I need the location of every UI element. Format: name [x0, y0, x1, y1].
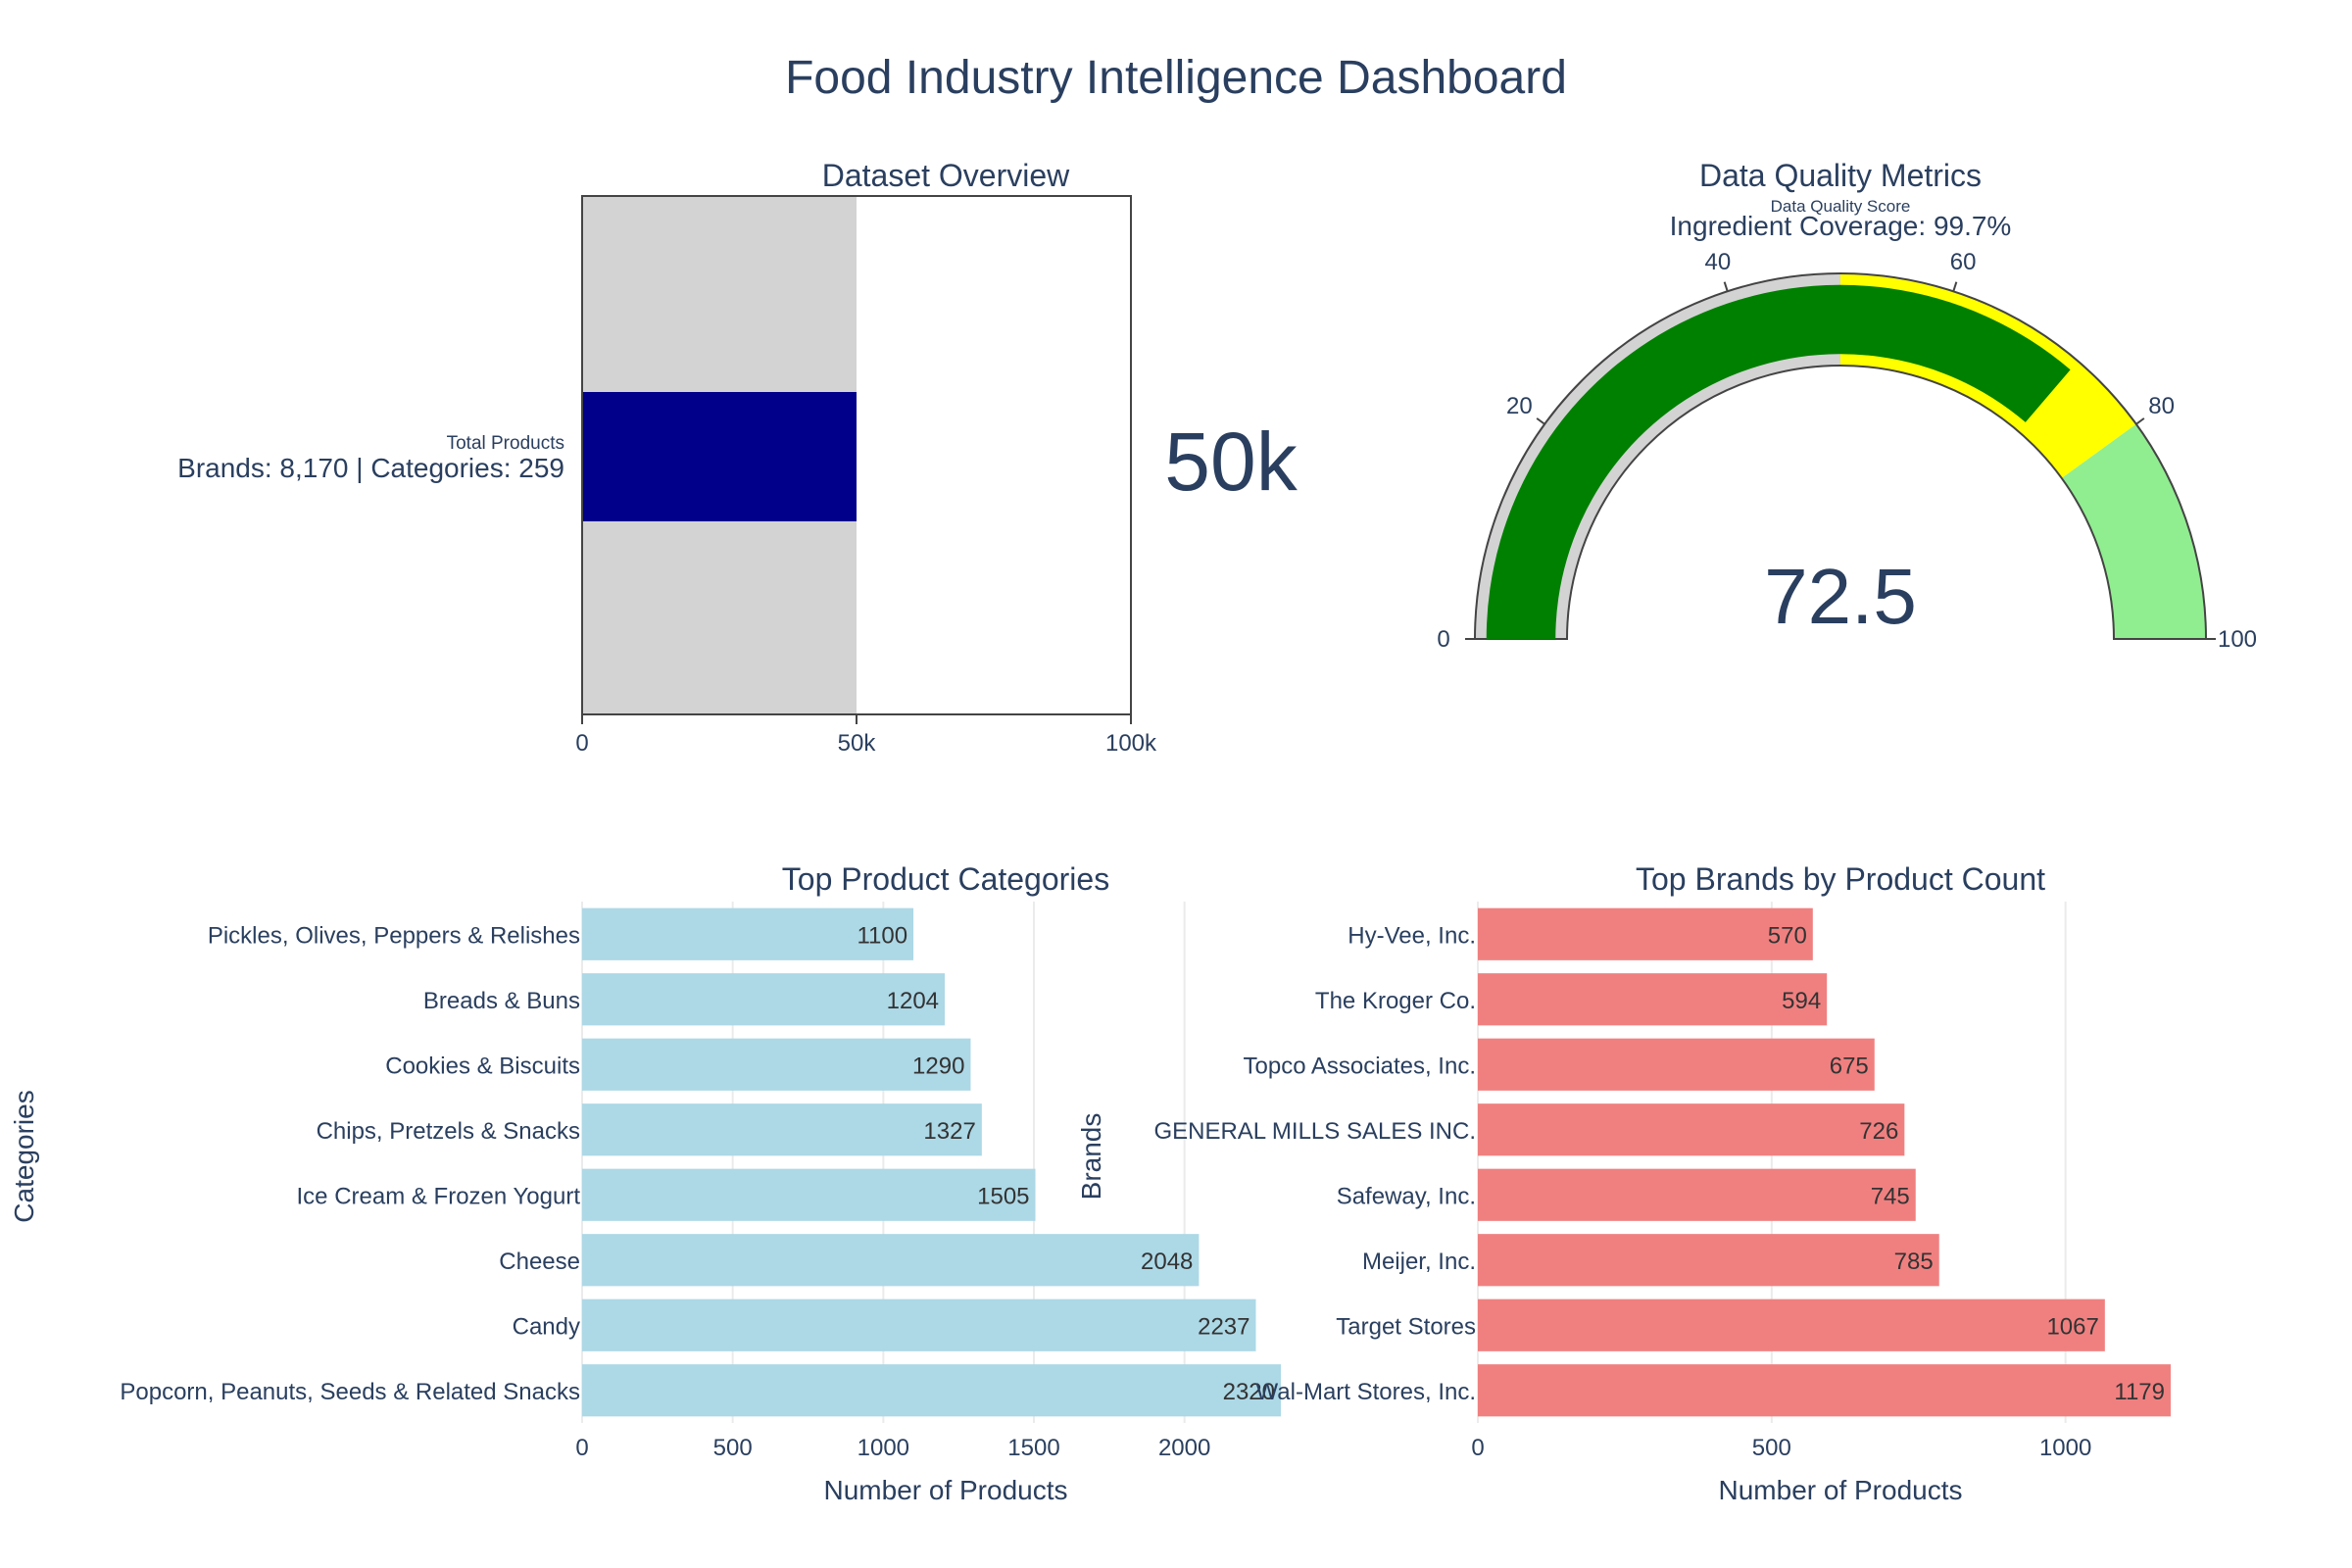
categories-y-tick-label: Popcorn, Peanuts, Seeds & Related Snacks	[120, 1379, 580, 1405]
categories-y-tick-label: Breads & Buns	[423, 988, 580, 1014]
categories-x-tick-label: 1000	[858, 1435, 909, 1461]
categories-x-tick-label: 1500	[1007, 1435, 1059, 1461]
brands-x-tick-label: 1000	[2039, 1435, 2091, 1461]
gauge-tick	[1952, 281, 1958, 292]
top-brands-chart: Top Brands by Product Count Number of Pr…	[1076, 861, 2171, 1505]
gauge-sublabel: Ingredient Coverage: 99.7%	[1670, 211, 2012, 241]
bullet-sublabel: Brands: 8,170 | Categories: 259	[177, 453, 564, 483]
categories-bar[interactable]	[582, 1298, 1256, 1351]
gauge: 0 20 40 60 80 100	[1437, 249, 2257, 653]
data-quality-title: Data Quality Metrics	[1699, 158, 1982, 193]
brands-bar[interactable]	[1478, 1168, 1916, 1221]
brands-y-tick-label: Meijer, Inc.	[1362, 1249, 1476, 1275]
gauge-tick-label: 0	[1437, 626, 1449, 653]
categories-x-tick-label: 0	[575, 1435, 588, 1461]
bullet-tick-label: 100k	[1105, 730, 1157, 757]
brands-x-tick-label: 500	[1752, 1435, 1791, 1461]
brands-value-label: 675	[1830, 1053, 1869, 1079]
gauge-tick-label: 80	[2148, 393, 2175, 419]
categories-y-tick-label: Ice Cream & Frozen Yogurt	[297, 1183, 581, 1209]
categories-bar[interactable]	[582, 1038, 971, 1091]
brands-bar[interactable]	[1478, 1103, 1905, 1156]
brands-bar[interactable]	[1478, 973, 1828, 1026]
categories-bar[interactable]	[582, 1103, 982, 1156]
gauge-tick-label: 40	[1704, 249, 1731, 275]
dataset-overview-title: Dataset Overview	[822, 158, 1070, 193]
brands-y-tick-label: Hy-Vee, Inc.	[1348, 922, 1476, 949]
brands-y-tick-label: GENERAL MILLS SALES INC.	[1153, 1118, 1476, 1145]
brands-bar[interactable]	[1478, 1234, 1939, 1287]
categories-value-label: 1100	[857, 922, 907, 949]
categories-x-tick-label: 2000	[1158, 1435, 1210, 1461]
categories-value-label: 1327	[923, 1118, 975, 1145]
gauge-number: 72.5	[1764, 553, 1917, 640]
categories-bar[interactable]	[582, 907, 914, 960]
gauge-outline	[1473, 272, 2208, 640]
categories-y-tick-label: Cheese	[499, 1249, 580, 1275]
brands-x-tick-label: 0	[1471, 1435, 1484, 1461]
categories-y-axis-title: Categories	[9, 1090, 39, 1222]
dataset-overview-panel: Dataset Overview 0 50k 100k Total Products…	[177, 158, 1298, 757]
bullet-tick-label: 0	[575, 730, 588, 757]
categories-y-tick-label: Chips, Pretzels & Snacks	[317, 1118, 580, 1145]
categories-value-label: 1204	[887, 988, 939, 1014]
brands-value-label: 570	[1768, 922, 1807, 949]
categories-y-tick-label: Candy	[513, 1313, 580, 1340]
top-categories-chart: Top Product Categories Number of Product…	[9, 861, 1281, 1505]
categories-value-label: 1505	[977, 1183, 1029, 1209]
categories-value-label: 2048	[1141, 1249, 1193, 1275]
brands-y-tick-label: Topco Associates, Inc.	[1244, 1053, 1476, 1079]
categories-chart-title: Top Product Categories	[782, 861, 1109, 897]
brands-y-tick-label: Safeway, Inc.	[1337, 1183, 1476, 1209]
gauge-value-bar[interactable]	[1486, 284, 2071, 639]
bullet-axis: 0 50k 100k	[575, 714, 1157, 757]
brands-value-label: 785	[1894, 1249, 1934, 1275]
gauge-tick	[2135, 417, 2145, 425]
bullet-number: 50k	[1164, 416, 1298, 508]
brands-bar[interactable]	[1478, 1298, 2105, 1351]
categories-bar[interactable]	[582, 1364, 1281, 1417]
categories-x-tick-label: 500	[713, 1435, 753, 1461]
categories-value-label: 2237	[1198, 1313, 1250, 1340]
brands-value-label: 1179	[2114, 1379, 2165, 1405]
bullet-label: Total Products	[447, 433, 564, 454]
brands-y-axis-title: Brands	[1076, 1113, 1106, 1200]
categories-y-tick-label: Pickles, Olives, Peppers & Relishes	[208, 922, 580, 949]
categories-x-axis-title: Number of Products	[824, 1475, 1068, 1505]
data-quality-panel: Data Quality Metrics 0 20 40 60 80 100 Data Q…	[1437, 158, 2257, 653]
categories-bar[interactable]	[582, 1168, 1036, 1221]
brands-value-label: 1067	[2046, 1313, 2098, 1340]
bullet-tick-label: 50k	[838, 730, 877, 757]
categories-value-label: 2320	[1223, 1379, 1275, 1405]
brands-bar[interactable]	[1478, 907, 1813, 960]
categories-value-label: 1290	[912, 1053, 964, 1079]
gauge-step-high	[2061, 423, 2206, 639]
gauge-label: Data Quality Score	[1771, 197, 1911, 216]
categories-bar[interactable]	[582, 1234, 1200, 1287]
brands-y-tick-label: Target Stores	[1336, 1313, 1476, 1340]
categories-bar[interactable]	[582, 973, 946, 1026]
gauge-tick-label: 60	[1950, 249, 1977, 275]
bullet-value-bar[interactable]	[582, 392, 857, 521]
dashboard-title: Food Industry Intelligence Dashboard	[785, 52, 1567, 104]
brands-value-label: 745	[1871, 1183, 1910, 1209]
brands-chart-title: Top Brands by Product Count	[1636, 861, 2045, 897]
brands-y-tick-label: The Kroger Co.	[1315, 988, 1476, 1014]
brands-value-label: 726	[1859, 1118, 1898, 1145]
gauge-tick	[1723, 281, 1729, 292]
brands-y-tick-label: Wal-Mart Stores, Inc.	[1256, 1379, 1476, 1405]
brands-value-label: 594	[1782, 988, 1821, 1014]
brands-x-axis-title: Number of Products	[1719, 1475, 1963, 1505]
brands-bar[interactable]	[1478, 1364, 2171, 1417]
gauge-tick-label: 100	[2218, 626, 2257, 653]
categories-y-tick-label: Cookies & Biscuits	[385, 1053, 580, 1079]
gauge-tick-label: 20	[1506, 393, 1533, 419]
brands-bar[interactable]	[1478, 1038, 1875, 1091]
gauge-tick	[1536, 417, 1545, 425]
